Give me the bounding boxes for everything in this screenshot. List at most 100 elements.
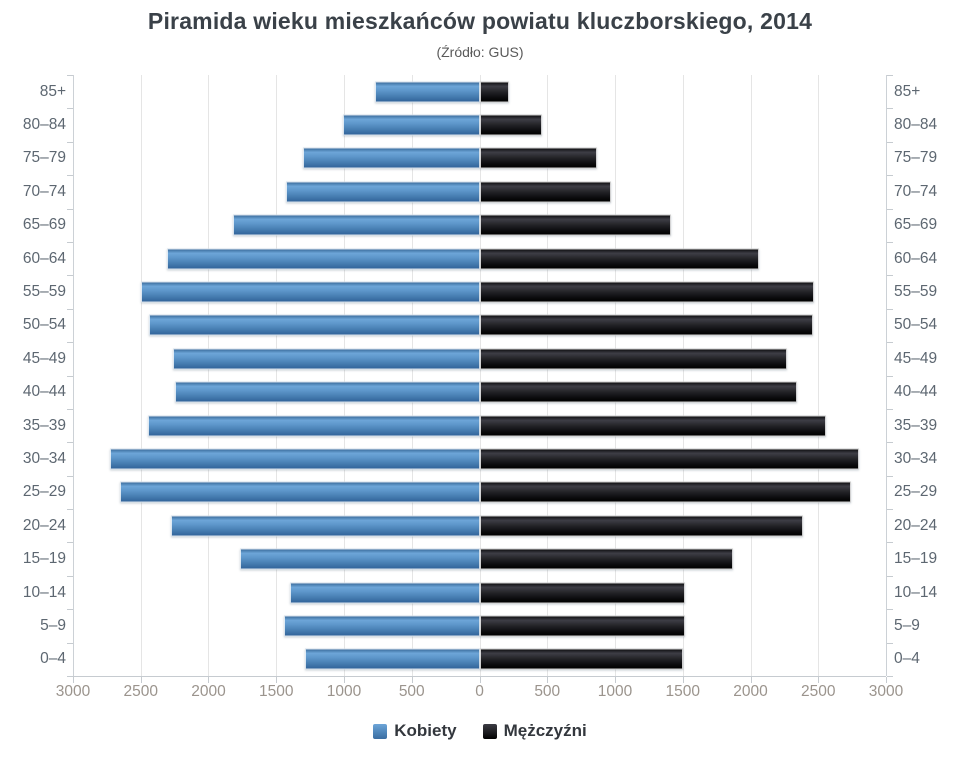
value-axis-tick — [479, 677, 481, 683]
age-label-left: 35–39 — [22, 416, 66, 434]
value-axis-tick-label: 3000 — [868, 683, 904, 700]
gridline — [614, 75, 616, 676]
bar-mężczyźni[interactable] — [479, 281, 815, 303]
bar-mężczyźni[interactable] — [479, 481, 851, 503]
value-axis-tick — [73, 677, 74, 683]
bar-mężczyźni[interactable] — [479, 248, 759, 270]
bar-kobiety[interactable] — [375, 81, 480, 103]
age-label-right: 85+ — [894, 82, 921, 100]
pyramid-row — [73, 175, 886, 208]
pyramid-row — [73, 509, 886, 542]
age-label-right: 60–64 — [894, 249, 938, 267]
bar-kobiety[interactable] — [284, 615, 480, 637]
age-label-left: 60–64 — [22, 249, 66, 267]
bar-kobiety[interactable] — [342, 114, 480, 136]
age-label-right: 15–19 — [894, 550, 938, 568]
bar-mężczyźni[interactable] — [479, 548, 733, 570]
pyramid-row — [73, 108, 886, 141]
age-label-left: 80–84 — [22, 116, 66, 134]
legend-item-kobiety[interactable]: Kobiety — [373, 721, 457, 741]
chart-subtitle: (Źródło: GUS) — [436, 44, 524, 60]
bar-kobiety[interactable] — [174, 381, 480, 403]
age-label-left: 15–19 — [22, 550, 66, 568]
age-label-right: 70–74 — [894, 182, 938, 200]
bar-kobiety[interactable] — [170, 515, 480, 537]
gridline — [886, 75, 887, 676]
pyramid-row — [73, 142, 886, 175]
bar-kobiety[interactable] — [285, 181, 480, 203]
bar-kobiety[interactable] — [303, 147, 480, 169]
value-axis-tick-label: 2000 — [191, 683, 226, 700]
pyramid-row — [73, 309, 886, 342]
bar-mężczyźni[interactable] — [479, 615, 686, 637]
mezczyzni-swatch-icon — [482, 723, 497, 739]
age-label-left: 30–34 — [22, 449, 66, 467]
age-label-left: 75–79 — [22, 149, 66, 167]
gridline — [208, 75, 210, 676]
bar-mężczyźni[interactable] — [479, 314, 813, 336]
pyramid-row — [73, 75, 886, 108]
pyramid-row — [73, 409, 886, 442]
age-axis-tick-left — [67, 175, 73, 177]
bar-kobiety[interactable] — [166, 248, 480, 270]
age-label-right: 20–24 — [894, 516, 938, 534]
bar-mężczyźni[interactable] — [479, 348, 788, 370]
age-label-right: 35–39 — [894, 416, 938, 434]
gridline — [411, 75, 413, 676]
legend-item-mezczyzni[interactable]: Mężczyźni — [482, 721, 587, 741]
bar-kobiety[interactable] — [232, 214, 480, 236]
age-axis-tick-left — [67, 342, 73, 344]
age-axis-tick-right — [887, 175, 893, 177]
value-axis-tick — [140, 677, 142, 683]
gridline — [73, 75, 74, 676]
value-axis-tick — [750, 677, 752, 683]
age-axis-tick-left — [67, 642, 73, 644]
value-axis-tick — [276, 677, 278, 683]
pyramid-row — [73, 342, 886, 375]
bar-kobiety[interactable] — [140, 281, 480, 303]
bar-mężczyźni[interactable] — [479, 181, 611, 203]
age-axis-tick-right — [887, 676, 893, 677]
age-label-right: 25–29 — [894, 483, 938, 501]
bar-kobiety[interactable] — [120, 481, 480, 503]
age-axis-tick-right — [887, 308, 893, 310]
age-axis-tick-left — [67, 575, 73, 577]
age-axis-tick-left — [67, 208, 73, 210]
bar-kobiety[interactable] — [304, 648, 480, 670]
value-axis-tick — [547, 677, 549, 683]
value-axis-tick-label: 1000 — [326, 683, 362, 700]
gridline — [547, 75, 549, 676]
age-axis-tick-right — [887, 342, 893, 344]
pyramid-row — [73, 242, 886, 275]
age-axis-tick-left — [67, 442, 73, 444]
value-axis-tick-label: 500 — [534, 683, 561, 700]
bar-kobiety[interactable] — [239, 548, 480, 570]
bar-kobiety[interactable] — [148, 314, 480, 336]
bar-mężczyźni[interactable] — [479, 214, 671, 236]
bar-mężczyźni[interactable] — [479, 381, 797, 403]
bar-kobiety[interactable] — [289, 582, 480, 604]
age-axis-tick-left — [67, 141, 73, 143]
bar-mężczyźni[interactable] — [479, 415, 827, 437]
bar-mężczyźni[interactable] — [479, 147, 598, 169]
age-axis-tick-right — [887, 75, 893, 76]
gridline — [750, 75, 752, 676]
bar-mężczyźni[interactable] — [479, 81, 510, 103]
age-axis-tick-right — [887, 408, 893, 410]
bar-mężczyźni[interactable] — [479, 448, 859, 470]
bar-kobiety[interactable] — [109, 448, 480, 470]
bar-mężczyźni[interactable] — [479, 515, 804, 537]
legend-label-mezczyzni: Mężczyźni — [503, 721, 587, 740]
age-axis-tick-left — [67, 375, 73, 377]
age-axis-tick-left — [67, 75, 73, 76]
bar-kobiety[interactable] — [147, 415, 480, 437]
value-axis-tick-label: 1000 — [597, 683, 633, 700]
bar-mężczyźni[interactable] — [479, 648, 683, 670]
value-axis-labels: 3000 2500 2000 1500 1000 500 0 500 1000 1500 2000 2… — [56, 683, 903, 703]
bar-kobiety[interactable] — [173, 348, 480, 370]
pyramid-row — [73, 376, 886, 409]
bar-mężczyźni[interactable] — [479, 114, 542, 136]
age-axis-tick-right — [887, 642, 893, 644]
bar-mężczyźni[interactable] — [479, 582, 686, 604]
age-axis-tick-left — [67, 108, 73, 110]
